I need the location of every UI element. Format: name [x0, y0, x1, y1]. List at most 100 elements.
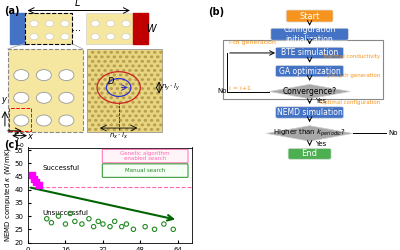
Circle shape	[116, 52, 118, 53]
Circle shape	[132, 74, 134, 76]
Circle shape	[110, 60, 112, 62]
Circle shape	[157, 129, 159, 130]
Circle shape	[98, 79, 100, 80]
Circle shape	[141, 115, 143, 116]
Circle shape	[154, 52, 156, 53]
Circle shape	[123, 97, 125, 98]
Circle shape	[135, 106, 137, 108]
Circle shape	[157, 110, 159, 112]
Circle shape	[116, 60, 118, 62]
Point	[67, 212, 73, 216]
Text: $D$: $D$	[107, 75, 115, 86]
Circle shape	[104, 106, 106, 108]
Circle shape	[120, 56, 122, 58]
FancyBboxPatch shape	[276, 66, 344, 77]
Circle shape	[160, 88, 162, 89]
Circle shape	[59, 115, 74, 126]
Bar	[86, 13, 133, 44]
Text: Configuration
initialization: Configuration initialization	[284, 24, 336, 44]
Circle shape	[129, 52, 131, 53]
Circle shape	[129, 70, 131, 71]
Circle shape	[116, 124, 118, 126]
Circle shape	[107, 74, 109, 76]
Circle shape	[113, 129, 115, 130]
Circle shape	[129, 115, 131, 116]
Circle shape	[150, 83, 153, 85]
Circle shape	[88, 56, 90, 58]
Circle shape	[135, 70, 137, 71]
Circle shape	[88, 74, 90, 76]
Circle shape	[36, 70, 51, 80]
Circle shape	[135, 60, 137, 62]
Circle shape	[120, 92, 122, 94]
Circle shape	[129, 60, 131, 62]
Circle shape	[61, 34, 69, 40]
Point	[62, 222, 69, 226]
Circle shape	[157, 65, 159, 67]
Circle shape	[107, 92, 109, 94]
Y-axis label: NEMD computed $\kappa$ (W/mK): NEMD computed $\kappa$ (W/mK)	[3, 148, 13, 242]
Text: $L_0$: $L_0$	[15, 138, 24, 150]
Circle shape	[150, 56, 153, 58]
Point	[123, 222, 130, 226]
Circle shape	[98, 60, 100, 62]
Circle shape	[141, 106, 143, 108]
Circle shape	[14, 70, 29, 80]
Circle shape	[126, 56, 128, 58]
Text: Higher than $k_{periodic}$?: Higher than $k_{periodic}$?	[273, 128, 346, 139]
Polygon shape	[269, 84, 350, 99]
Circle shape	[101, 74, 103, 76]
FancyBboxPatch shape	[276, 107, 344, 118]
Circle shape	[92, 97, 94, 98]
Point	[90, 225, 97, 229]
Circle shape	[98, 88, 100, 89]
Circle shape	[126, 120, 128, 121]
Polygon shape	[266, 126, 353, 141]
Circle shape	[135, 88, 137, 89]
FancyBboxPatch shape	[102, 149, 188, 163]
Circle shape	[144, 110, 146, 112]
Circle shape	[92, 106, 94, 108]
Circle shape	[132, 120, 134, 121]
Circle shape	[129, 106, 131, 108]
Circle shape	[126, 74, 128, 76]
Text: Manual search: Manual search	[125, 168, 165, 173]
FancyBboxPatch shape	[286, 10, 333, 22]
Circle shape	[148, 124, 150, 126]
Circle shape	[132, 56, 134, 58]
Circle shape	[157, 92, 159, 94]
Bar	[133, 13, 148, 44]
FancyBboxPatch shape	[102, 164, 188, 177]
Circle shape	[160, 124, 162, 126]
Circle shape	[150, 74, 153, 76]
Circle shape	[138, 129, 140, 130]
Circle shape	[141, 97, 143, 98]
Bar	[25, 13, 72, 44]
Circle shape	[45, 34, 54, 40]
Text: $L$: $L$	[74, 0, 81, 8]
Circle shape	[154, 60, 156, 62]
Circle shape	[95, 120, 97, 121]
Circle shape	[126, 65, 128, 67]
Circle shape	[141, 79, 143, 80]
Circle shape	[107, 102, 109, 103]
Circle shape	[157, 74, 159, 76]
Text: Yes: Yes	[315, 98, 327, 104]
Circle shape	[104, 97, 106, 98]
Point	[48, 221, 55, 225]
Circle shape	[120, 65, 122, 67]
Circle shape	[154, 115, 156, 116]
Circle shape	[138, 120, 140, 121]
Circle shape	[92, 115, 94, 116]
Circle shape	[98, 52, 100, 53]
Circle shape	[148, 79, 150, 80]
Text: $y$: $y$	[1, 95, 8, 106]
Text: No: No	[218, 88, 227, 94]
Circle shape	[123, 79, 125, 80]
Circle shape	[144, 129, 146, 130]
Point	[31, 177, 37, 181]
Circle shape	[110, 115, 112, 116]
Circle shape	[141, 52, 143, 53]
Circle shape	[123, 60, 125, 62]
Circle shape	[160, 70, 162, 71]
